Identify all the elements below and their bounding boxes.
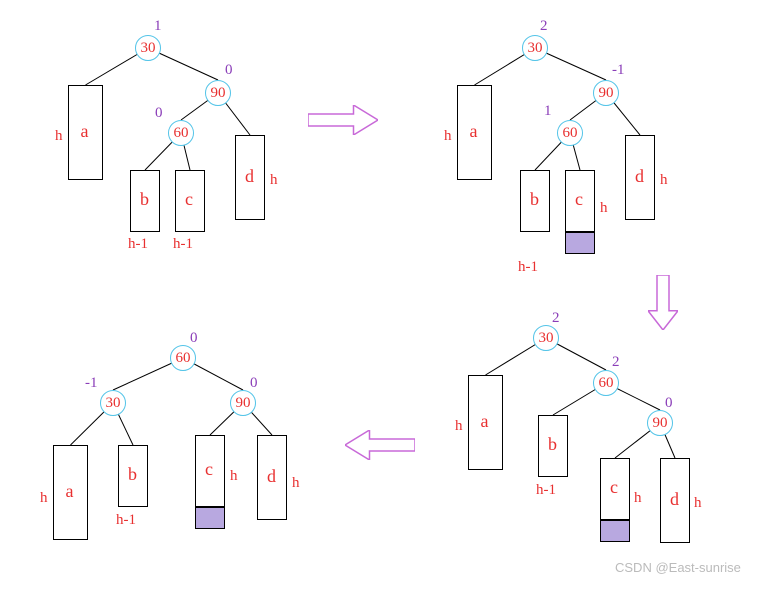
balance-factor: 0	[665, 395, 673, 412]
height-label: h	[270, 172, 278, 189]
node-value: 30	[106, 395, 121, 412]
tree-node: 60	[168, 120, 194, 146]
height-label: h	[55, 128, 63, 145]
height-label: h	[444, 128, 452, 145]
tree-node: 60	[170, 345, 196, 371]
watermark-text: CSDN @East-sunrise	[615, 560, 741, 575]
inserted-block	[565, 232, 595, 254]
balance-factor: 0	[250, 375, 258, 392]
subtree-label: a	[81, 121, 89, 142]
tree-node: 90	[593, 80, 619, 106]
inserted-block	[195, 507, 225, 529]
balance-factor: 1	[544, 103, 552, 120]
subtree-label: c	[610, 477, 618, 498]
height-label: h	[634, 490, 642, 507]
height-label: h	[660, 172, 668, 189]
balance-factor: -1	[85, 375, 98, 392]
tree-node: 30	[135, 35, 161, 61]
balance-factor: -1	[612, 62, 625, 79]
flow-arrow	[648, 275, 678, 335]
balance-factor: 2	[552, 310, 560, 327]
node-value: 90	[653, 415, 668, 432]
balance-factor: 0	[155, 105, 163, 122]
tree-node: 60	[593, 370, 619, 396]
node-value: 90	[599, 85, 614, 102]
subtree-label: b	[128, 464, 137, 485]
tree-node: 30	[533, 325, 559, 351]
height-label: h	[600, 200, 608, 217]
height-sublabel: h-1	[536, 482, 556, 499]
node-value: 60	[176, 350, 191, 367]
balance-factor: 2	[612, 354, 620, 371]
balance-factor: 2	[540, 18, 548, 35]
height-label: h	[455, 418, 463, 435]
node-value: 90	[236, 395, 251, 412]
subtree-label: d	[670, 489, 679, 510]
node-value: 60	[174, 125, 189, 142]
height-sublabel: h-1	[518, 259, 538, 276]
height-label: h	[694, 495, 702, 512]
balance-factor: 0	[190, 330, 198, 347]
subtree-label: a	[470, 121, 478, 142]
node-value: 60	[599, 375, 614, 392]
subtree-label: b	[140, 189, 149, 210]
flow-arrow	[308, 105, 378, 140]
height-sublabel: h-1	[173, 236, 193, 253]
subtree-label: b	[548, 434, 557, 455]
balance-factor: 1	[154, 18, 162, 35]
height-label: h	[292, 475, 300, 492]
height-sublabel: h-1	[128, 236, 148, 253]
tree-node: 60	[557, 120, 583, 146]
subtree-label: d	[245, 166, 254, 187]
tree-node: 30	[100, 390, 126, 416]
node-value: 30	[539, 330, 554, 347]
tree-node: 90	[230, 390, 256, 416]
subtree-label: c	[575, 189, 583, 210]
node-value: 90	[211, 85, 226, 102]
subtree-label: c	[185, 189, 193, 210]
subtree-label: a	[66, 481, 74, 502]
subtree-label: c	[205, 459, 213, 480]
node-value: 30	[528, 40, 543, 57]
node-value: 60	[563, 125, 578, 142]
height-sublabel: h-1	[116, 512, 136, 529]
tree-node: 90	[205, 80, 231, 106]
tree-node: 90	[647, 410, 673, 436]
tree-node: 30	[522, 35, 548, 61]
subtree-label: d	[267, 466, 276, 487]
node-value: 30	[141, 40, 156, 57]
subtree-label: b	[530, 189, 539, 210]
height-label: h	[230, 468, 238, 485]
subtree-label: a	[481, 411, 489, 432]
subtree-label: d	[635, 166, 644, 187]
height-label: h	[40, 490, 48, 507]
flow-arrow	[345, 430, 415, 465]
balance-factor: 0	[225, 62, 233, 79]
inserted-block	[600, 520, 630, 542]
